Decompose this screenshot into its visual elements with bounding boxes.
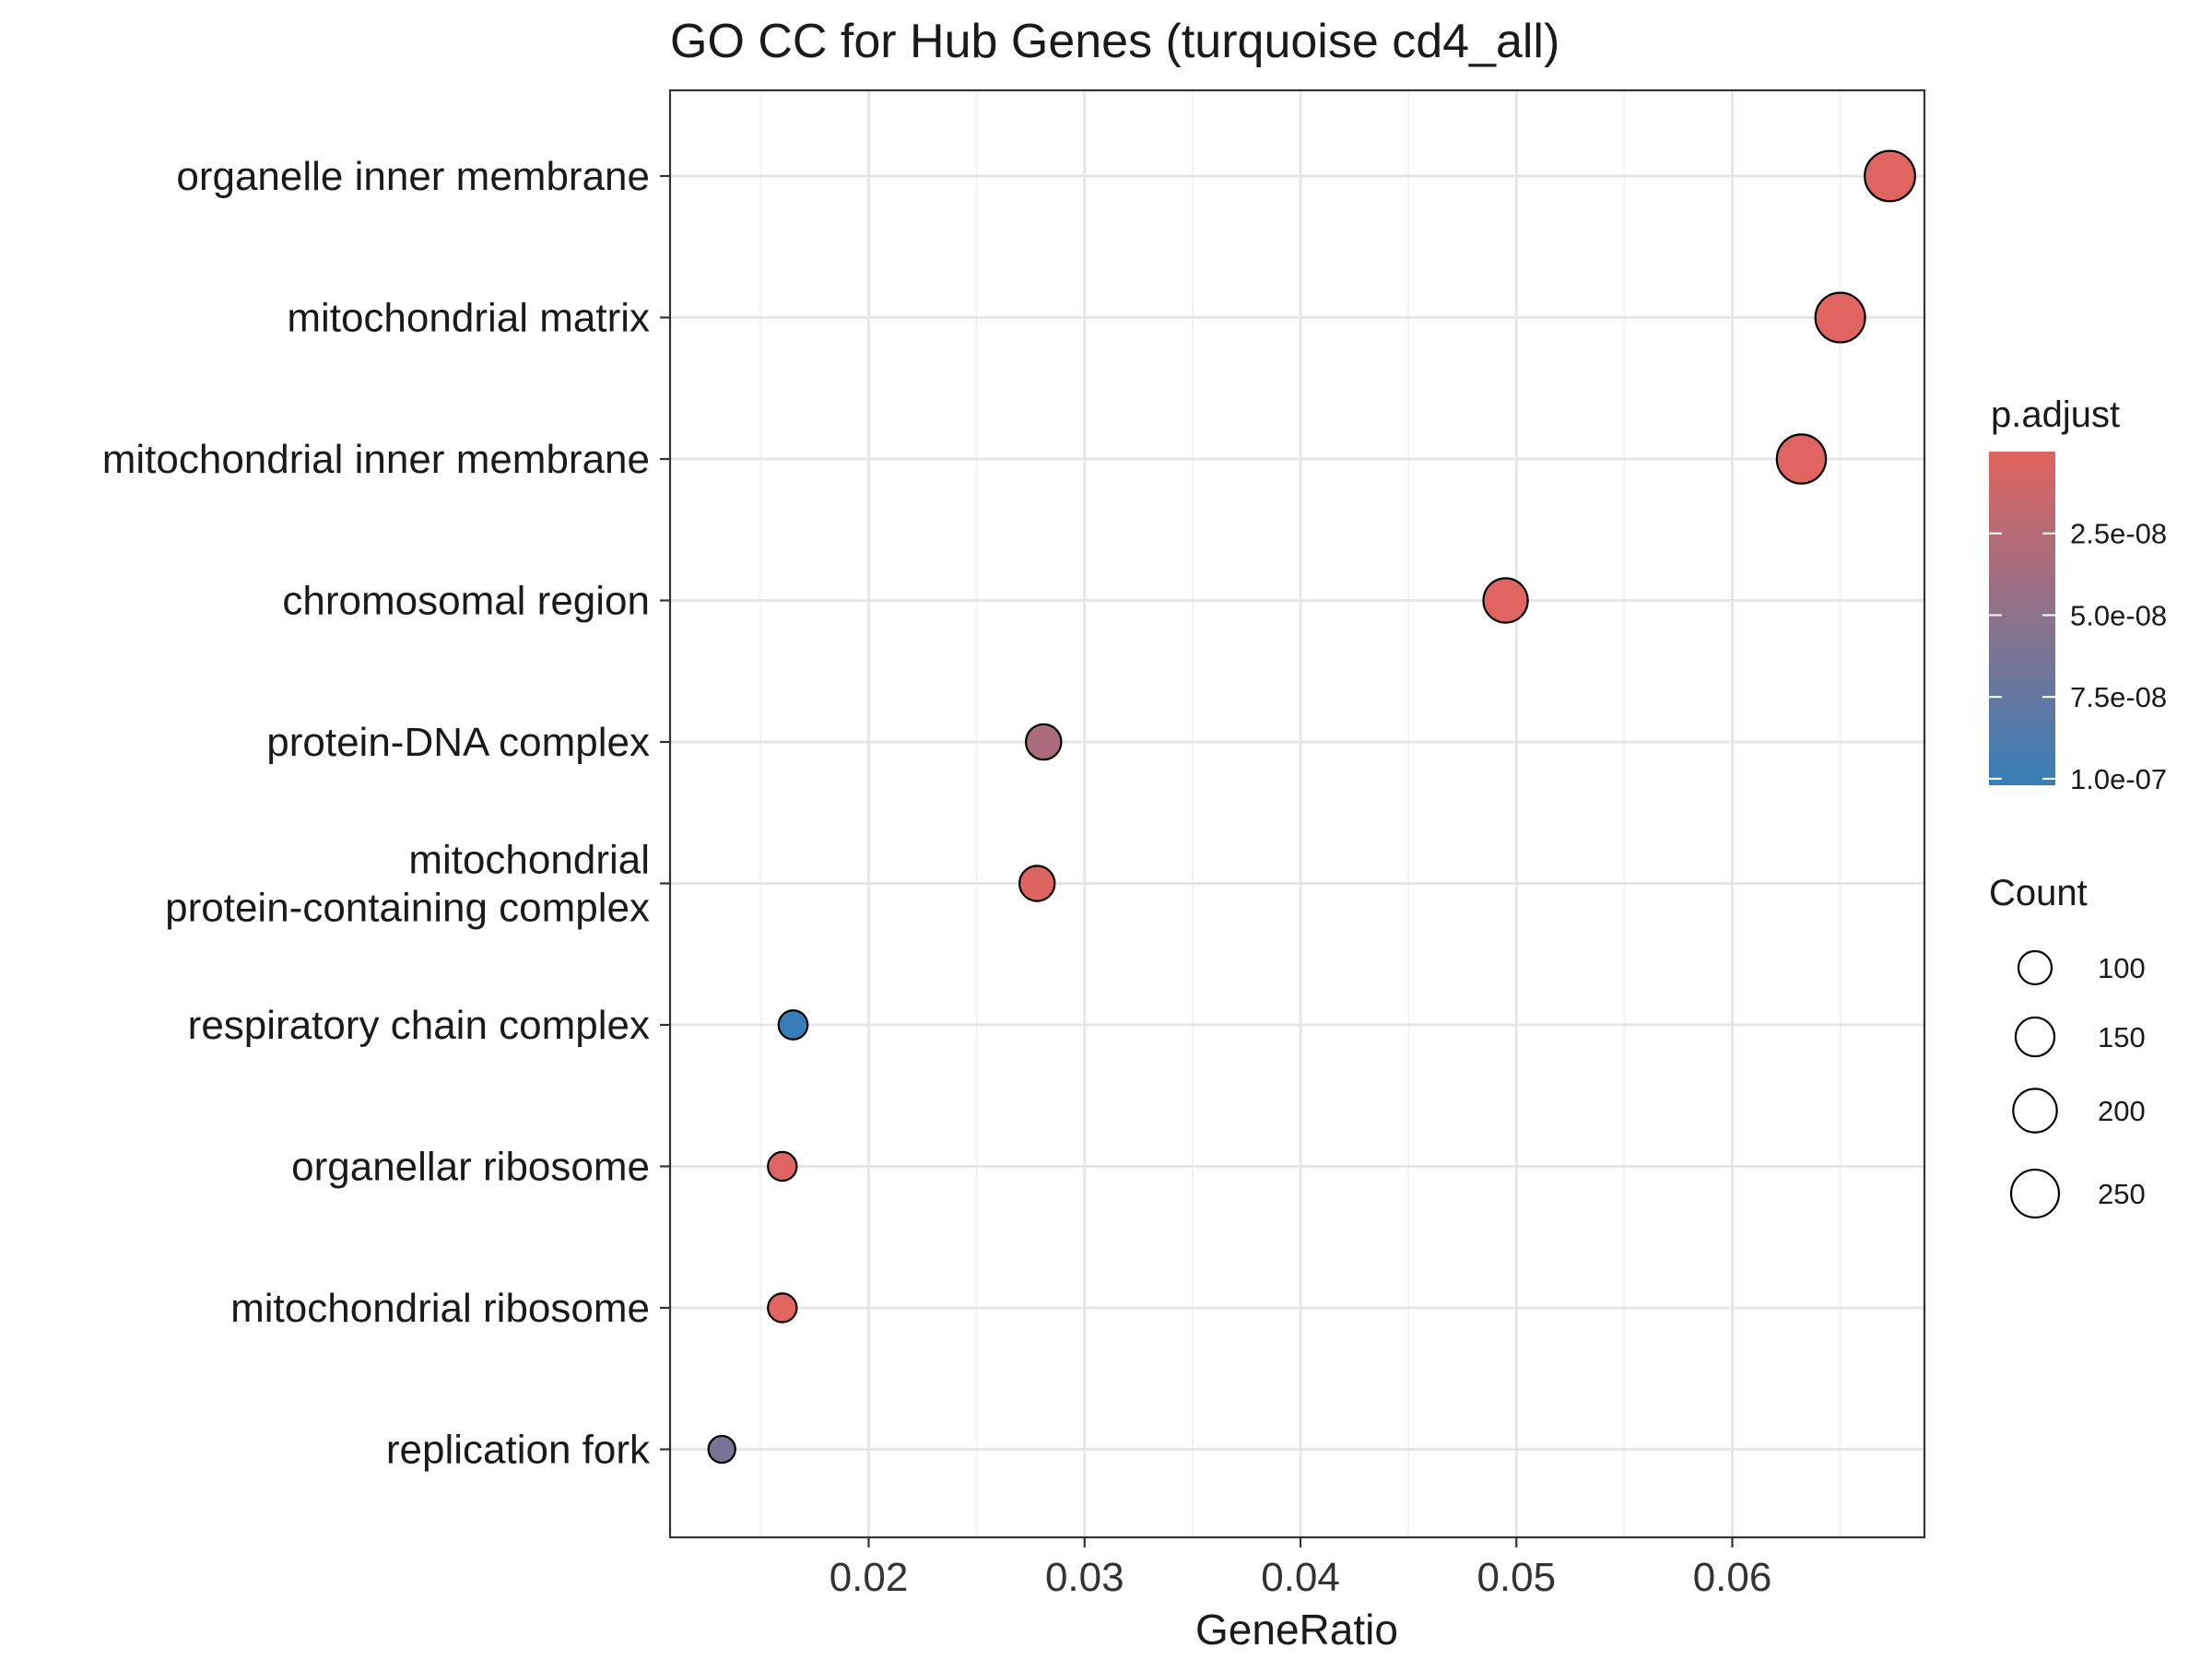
size-legend-circle — [2009, 1168, 2061, 1219]
x-tick-label: 0.02 — [830, 1555, 909, 1600]
chart-title: GO CC for Hub Genes (turquoise cd4_all) — [670, 15, 1559, 68]
y-tick-label: mitochondrial matrix — [287, 296, 650, 341]
y-tick-label: organelle inner membrane — [176, 154, 650, 199]
x-tick-label: 0.05 — [1477, 1555, 1556, 1600]
color-bar-ticks: 2.5e-08 5.0e-08 7.5e-08 1.0e-07 — [1989, 518, 2167, 795]
legend-size: Count 100 150 200 250 — [1989, 873, 2146, 1219]
x-axis-title: GeneRatio — [1195, 1606, 1398, 1653]
data-point — [1864, 149, 1916, 203]
legend-color: p.adjust 2.5e-08 5.0e-08 7.5e-08 1.0e-07 — [1989, 394, 2167, 795]
y-tick-label: organellar ribosome — [291, 1145, 650, 1190]
data-points — [707, 149, 1916, 1465]
x-tick-label: 0.04 — [1261, 1555, 1340, 1600]
y-tick-label: replication fork — [386, 1428, 651, 1473]
data-point — [1775, 433, 1828, 485]
y-tick-label: mitochondrial — [408, 838, 650, 883]
data-point — [707, 1434, 736, 1465]
y-tick-label: mitochondrial inner membrane — [102, 437, 650, 482]
y-tick-label: chromosomal region — [282, 579, 650, 624]
data-point — [777, 1009, 809, 1041]
grid-lines — [670, 90, 1924, 1537]
size-legend-label: 250 — [2098, 1178, 2146, 1210]
x-axis: 0.02 0.03 0.04 0.05 0.06 — [830, 1537, 1772, 1600]
size-legend-label: 200 — [2098, 1095, 2146, 1127]
data-point — [1482, 577, 1529, 624]
data-point — [1814, 291, 1866, 344]
color-bar-label: 7.5e-08 — [2070, 681, 2167, 713]
legend-size-title: Count — [1989, 873, 2088, 913]
data-point — [1024, 723, 1063, 761]
x-tick-label: 0.03 — [1045, 1555, 1124, 1600]
color-bar-label: 5.0e-08 — [2070, 599, 2167, 631]
color-bar-label: 1.0e-07 — [2070, 763, 2167, 795]
y-tick-label: protein-DNA complex — [266, 720, 650, 765]
size-legend-circle — [2012, 1088, 2058, 1134]
size-legend-label: 100 — [2098, 952, 2146, 984]
size-legend-circle — [2014, 1016, 2056, 1058]
y-tick-label: protein-containing complex — [165, 886, 650, 931]
y-axis: organelle inner membrane mitochondrial ma… — [102, 154, 670, 1473]
size-legend-label: 150 — [2098, 1021, 2146, 1053]
legend-color-title: p.adjust — [1991, 394, 2120, 435]
y-tick-label: mitochondrial ribosome — [230, 1286, 650, 1331]
y-tick-label: respiratory chain complex — [188, 1003, 650, 1048]
data-point — [767, 1150, 798, 1182]
color-bar — [1989, 452, 2055, 785]
size-legend-circle — [2017, 949, 2053, 986]
data-point — [767, 1292, 798, 1324]
color-bar-label: 2.5e-08 — [2070, 518, 2167, 550]
data-point — [1018, 865, 1056, 902]
size-legend-keys: 100 150 200 250 — [2009, 949, 2146, 1219]
x-tick-label: 0.06 — [1693, 1555, 1772, 1600]
plot-panel-border — [668, 88, 1926, 1539]
